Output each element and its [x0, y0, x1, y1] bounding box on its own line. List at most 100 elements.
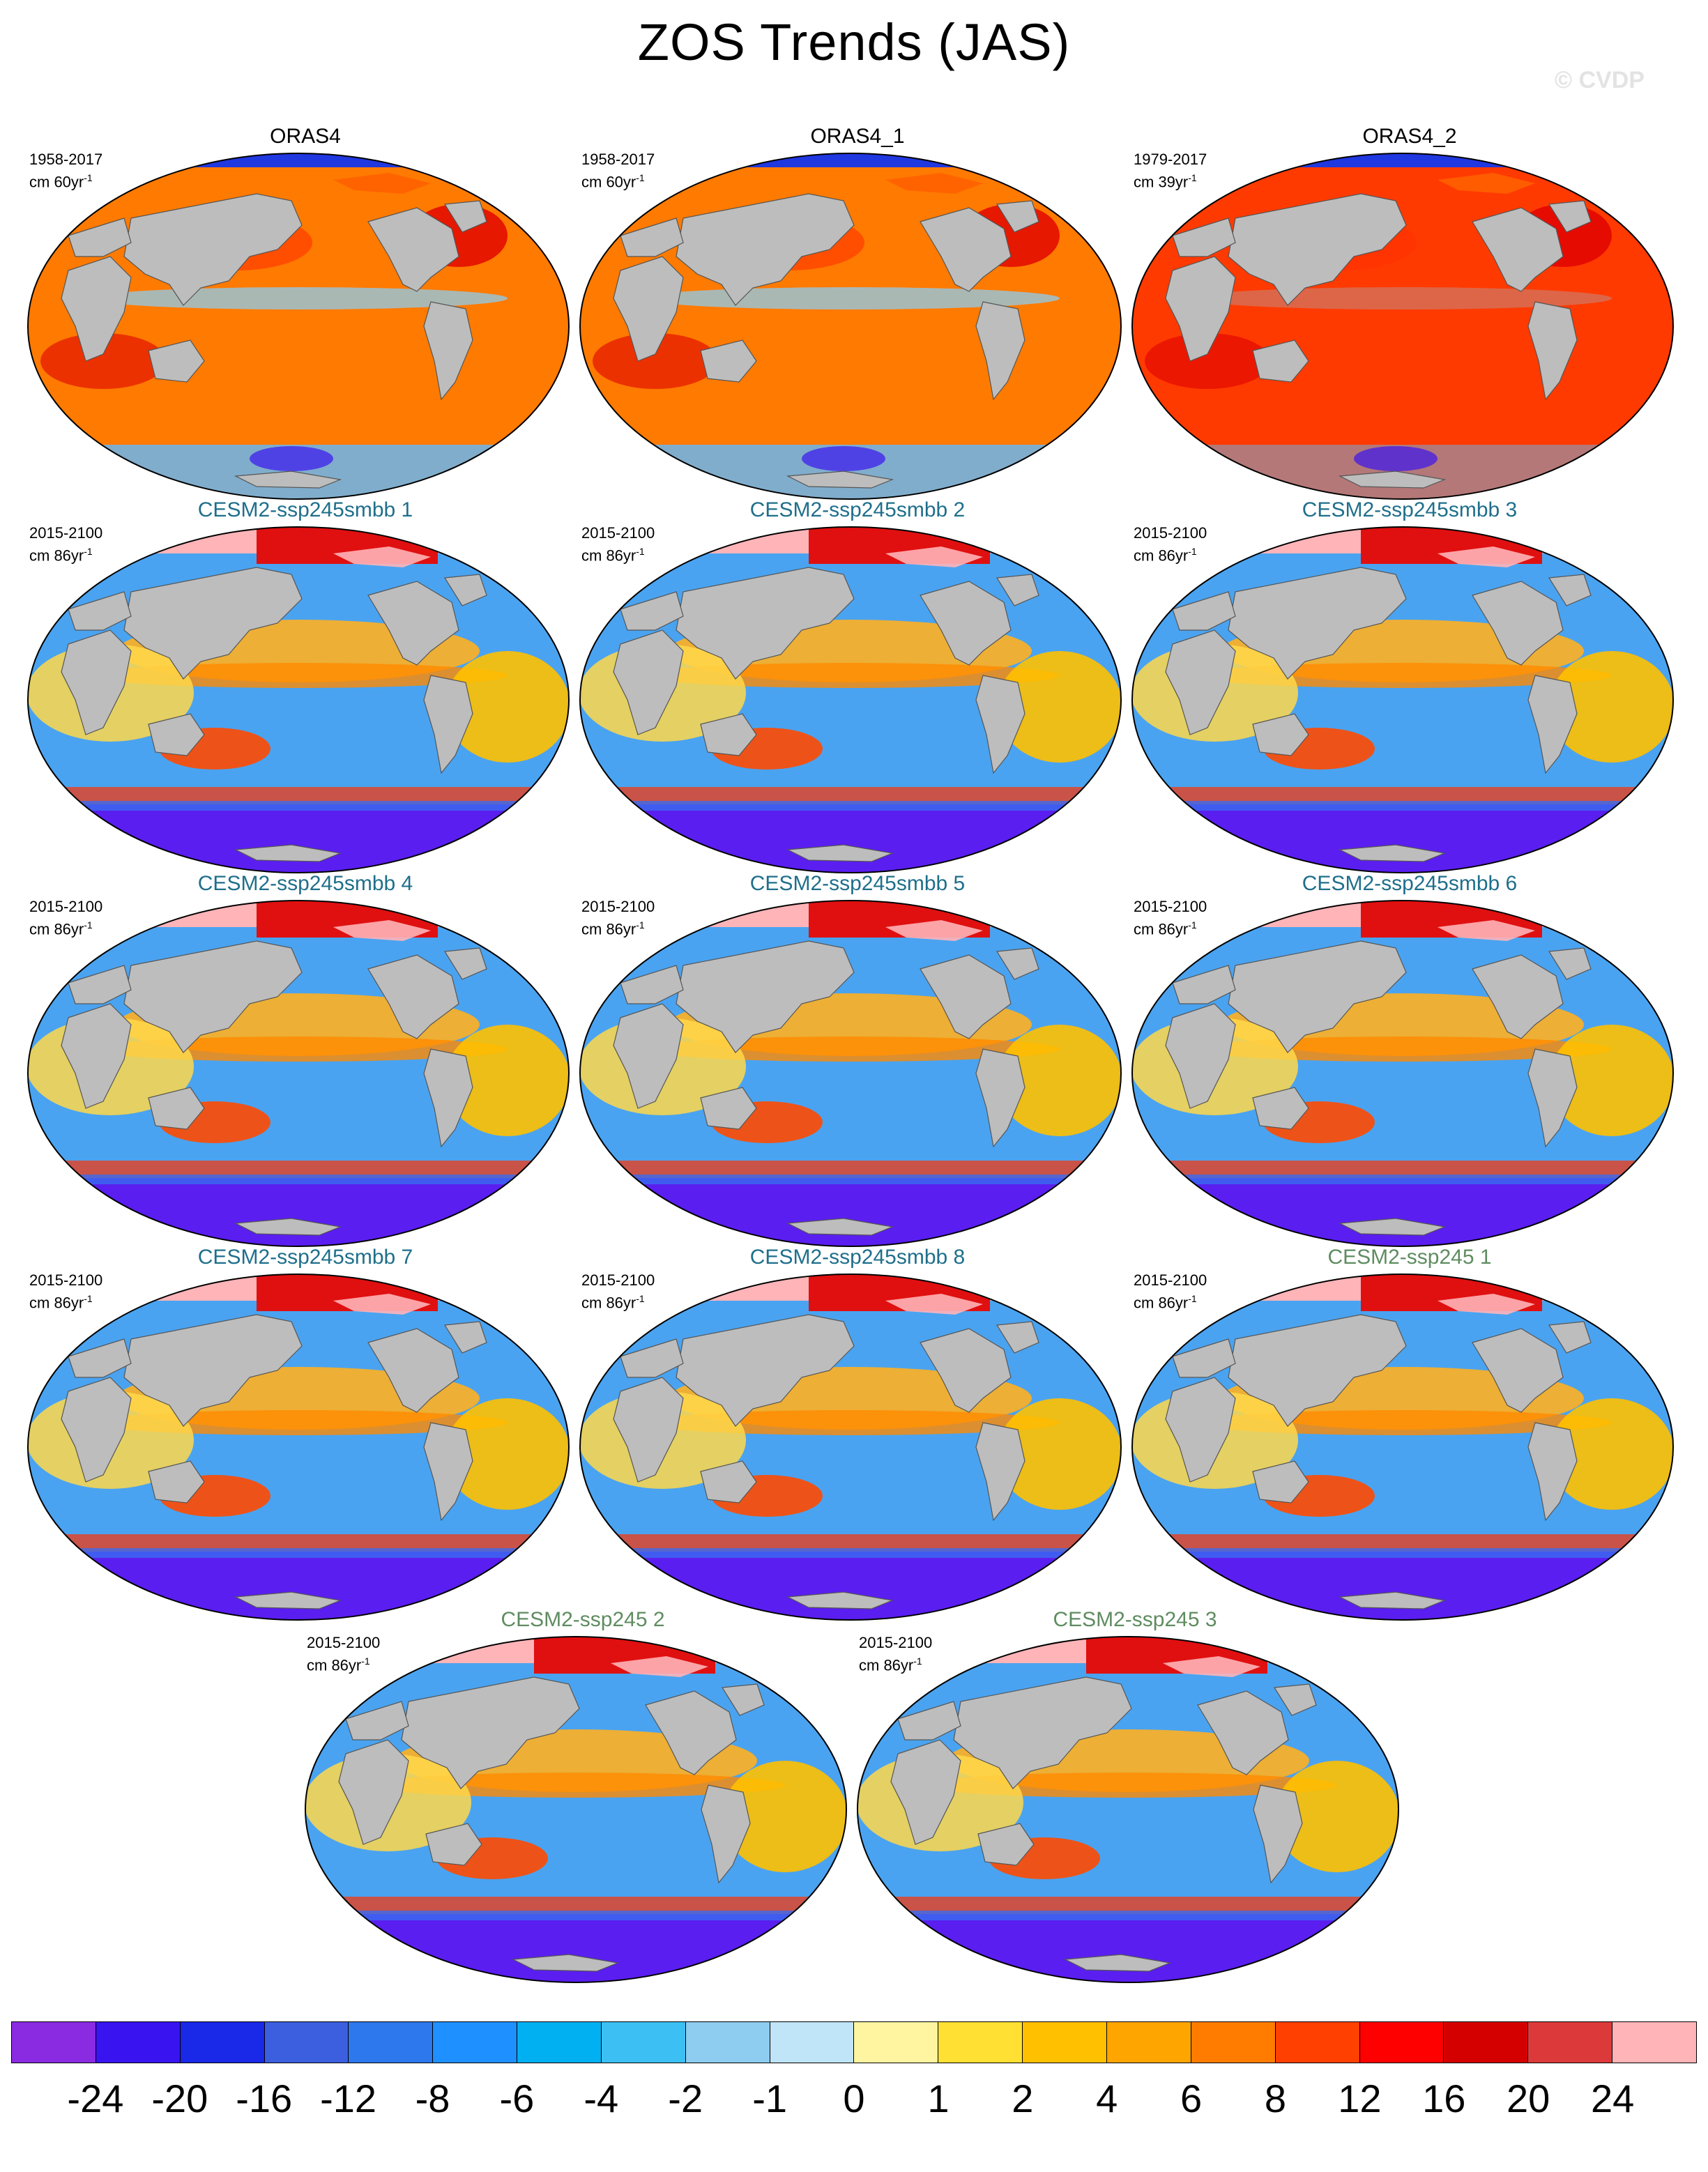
panel-period-units: 2015-2100 cm 86yr-1 — [1134, 898, 1207, 938]
panel-title: CESM2-ssp245smbb 7 — [197, 1246, 413, 1269]
land-australia — [1252, 339, 1309, 383]
panel-period-units: 1979-2017 cm 39yr-1 — [1134, 151, 1207, 191]
panel-units: cm 86yr-1 — [307, 1655, 370, 1674]
panel-units: cm 86yr-1 — [1134, 546, 1197, 565]
map-panel: ORAS4_2 1979-2017 cm 39yr-1 — [1131, 124, 1688, 500]
land-greenland — [1273, 1683, 1317, 1716]
colorbar-tick-label: 2 — [1012, 2077, 1034, 2120]
colorbar-cell — [938, 2022, 1023, 2063]
land-samerica — [1527, 675, 1578, 774]
land-asia — [1228, 193, 1407, 306]
equatorial-warm-band — [641, 663, 1060, 688]
colorbar-cell — [264, 2022, 349, 2063]
equatorial-warm-band — [641, 1410, 1060, 1435]
land-asia — [1228, 1314, 1407, 1427]
arctic-shelf — [885, 920, 983, 941]
map-outline — [27, 900, 570, 1247]
land-antarctica — [234, 471, 342, 489]
panel-units: cm 86yr-1 — [1134, 1293, 1197, 1312]
land-namerica — [1472, 954, 1564, 1039]
panel-title: CESM2-ssp245smbb 3 — [1302, 498, 1518, 521]
panel-units-exponent: -1 — [636, 919, 645, 931]
land-europe — [1172, 217, 1236, 257]
colorbar-tick-label: 0 — [843, 2077, 865, 2120]
panel-units-exponent: -1 — [913, 1655, 922, 1667]
arctic-shelf — [333, 920, 431, 941]
colorbar-tick-label: 6 — [1180, 2077, 1203, 2120]
colorbar-cell — [854, 2022, 939, 2063]
arctic-shelf — [885, 1294, 983, 1315]
arctic-shelf — [333, 1294, 431, 1315]
land-antarctica — [1338, 1218, 1447, 1236]
map-outline — [305, 1636, 847, 1983]
map-outline — [857, 1636, 1399, 1983]
arctic-shelf — [333, 546, 431, 567]
land-namerica — [367, 954, 459, 1039]
panel-period-units: 2015-2100 cm 86yr-1 — [1134, 524, 1207, 565]
map-outline — [579, 1274, 1122, 1621]
world-map — [579, 526, 1122, 873]
land-namerica — [920, 954, 1012, 1039]
land-europe — [68, 591, 132, 631]
panel-units: cm 86yr-1 — [581, 546, 645, 565]
world-map — [27, 1274, 570, 1621]
map-outline — [27, 1274, 570, 1621]
map-panel: CESM2-ssp245smbb 2 2015-2100 cm 86yr-1 — [579, 498, 1136, 874]
panel-period-units: 2015-2100 cm 86yr-1 — [29, 898, 102, 938]
land-asia — [1228, 567, 1407, 680]
land-asia — [676, 567, 855, 680]
land-greenland — [996, 1321, 1039, 1354]
colorbar-tick-label: 16 — [1422, 2077, 1466, 2120]
map-outline — [1131, 1274, 1674, 1621]
land-africa — [61, 629, 132, 735]
land-australia — [1252, 713, 1309, 756]
land-namerica — [1472, 207, 1564, 292]
land-australia — [148, 1087, 205, 1130]
land-africa — [890, 1739, 961, 1845]
land-australia — [148, 713, 205, 756]
land-namerica — [645, 1690, 737, 1775]
equatorial-warm-band — [1194, 663, 1612, 688]
panel-period: 2015-2100 — [581, 898, 655, 915]
colorbar-tick-label: 24 — [1590, 2077, 1635, 2120]
land-europe — [620, 965, 684, 1004]
colorbar-tick-label: -8 — [415, 2077, 450, 2120]
arctic-shelf — [885, 546, 983, 567]
land-greenland — [443, 1321, 487, 1354]
land-africa — [61, 1003, 132, 1109]
land-europe — [68, 965, 132, 1004]
colorbar-tick-label: 1 — [927, 2077, 950, 2120]
atlantic-warm — [1549, 651, 1673, 763]
equatorial-warm-band — [367, 1773, 785, 1798]
land-samerica — [423, 1048, 473, 1148]
land-greenland — [1548, 947, 1592, 980]
land-asia — [123, 193, 303, 306]
atlantic-warm — [445, 1398, 569, 1510]
atlantic-warm — [1549, 1025, 1673, 1136]
land-greenland — [996, 200, 1039, 233]
colorbar-tick-label: -16 — [236, 2077, 293, 2120]
atlantic-warm — [1549, 1398, 1673, 1510]
atlantic-warm — [445, 1025, 569, 1136]
colorbar-cell — [1444, 2022, 1529, 2063]
arctic-shelf — [611, 1656, 708, 1677]
panel-units: cm 39yr-1 — [1134, 172, 1197, 191]
panel-units-exponent: -1 — [1188, 1293, 1197, 1304]
equatorial-warm-band — [641, 1037, 1060, 1062]
land-greenland — [443, 947, 487, 980]
southern-ocean-purple — [1132, 804, 1673, 873]
colorbar-cell — [433, 2022, 518, 2063]
colorbar-tick-label: -20 — [151, 2077, 208, 2120]
arctic-shelf — [885, 173, 983, 194]
land-australia — [148, 339, 205, 383]
panel-units: cm 60yr-1 — [29, 172, 93, 191]
land-africa — [613, 1003, 684, 1109]
atlantic-warm — [445, 651, 569, 763]
land-antarctica — [234, 1218, 342, 1236]
southern-ocean-purple — [28, 804, 569, 873]
map-outline — [27, 153, 570, 500]
panel-period-units: 2015-2100 cm 86yr-1 — [29, 524, 102, 565]
land-africa — [1165, 256, 1236, 362]
colorbar-cell — [1191, 2022, 1276, 2063]
land-antarctica — [1338, 844, 1447, 862]
